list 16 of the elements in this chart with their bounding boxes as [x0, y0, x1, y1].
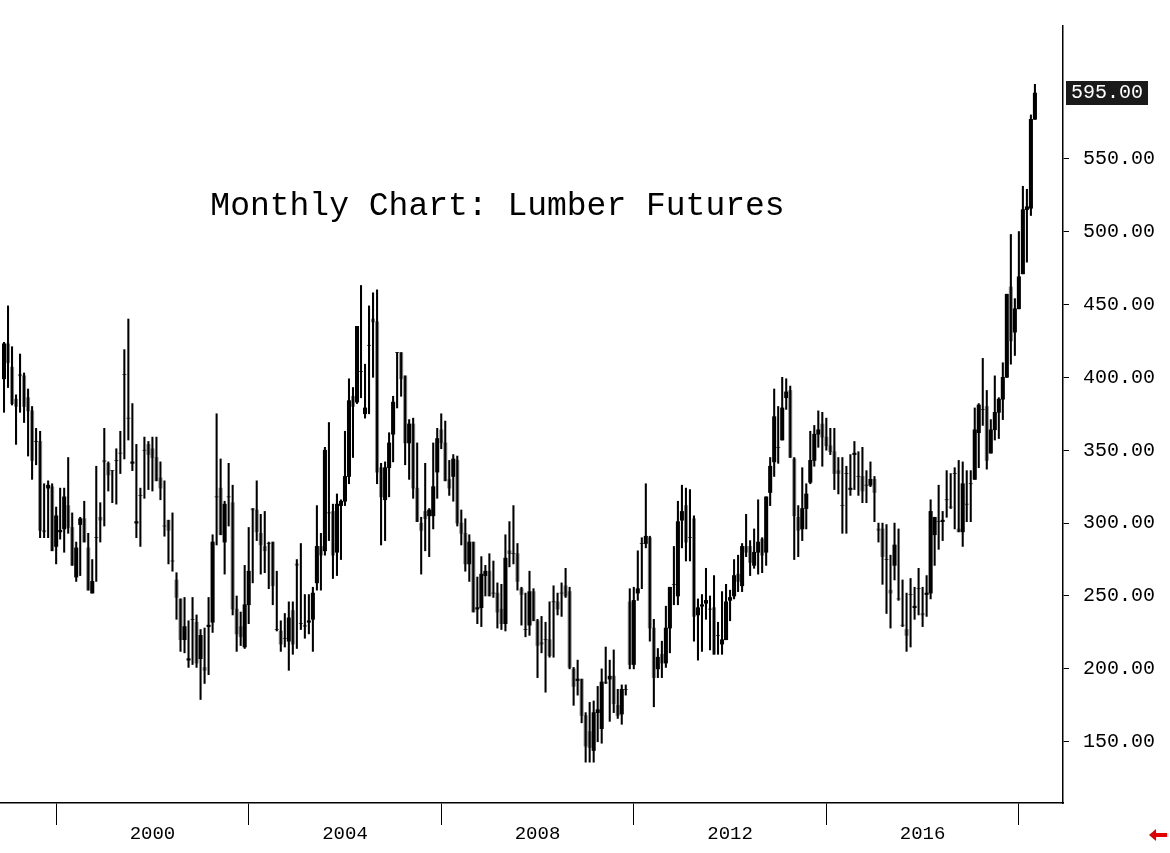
y-tick-label: 300.00 — [1083, 511, 1156, 535]
y-tick-label: 550.00 — [1083, 146, 1156, 170]
y-tick-label: 350.00 — [1083, 438, 1156, 462]
y-tick-label: 200.00 — [1083, 657, 1156, 681]
y-tick-label: 500.00 — [1083, 219, 1156, 243]
y-tick-label: 250.00 — [1083, 584, 1156, 608]
y-tick-label: 450.00 — [1083, 292, 1156, 316]
y-tick-label: 150.00 — [1083, 730, 1156, 754]
x-tick-label: 2004 — [322, 823, 368, 846]
text: 595.00 — [1071, 81, 1144, 105]
text: Monthly Chart: Lumber Futures — [210, 187, 785, 225]
y-tick-label: 400.00 — [1083, 365, 1156, 389]
x-tick-label: 2016 — [899, 823, 946, 846]
x-tick-label: 2012 — [707, 823, 753, 846]
x-tick-label: 2000 — [129, 823, 176, 846]
x-tick-label: 2008 — [514, 823, 561, 846]
